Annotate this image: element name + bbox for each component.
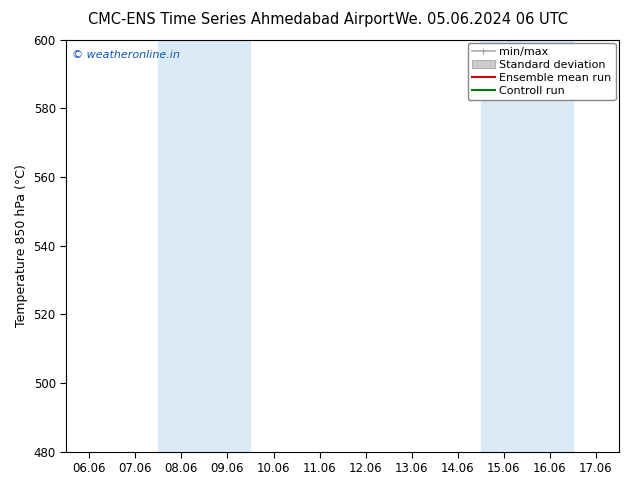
Text: © weatheronline.in: © weatheronline.in (72, 50, 179, 60)
Text: We. 05.06.2024 06 UTC: We. 05.06.2024 06 UTC (396, 12, 568, 27)
Y-axis label: Temperature 850 hPa (°C): Temperature 850 hPa (°C) (15, 164, 28, 327)
Text: CMC-ENS Time Series Ahmedabad Airport: CMC-ENS Time Series Ahmedabad Airport (88, 12, 394, 27)
Bar (158, 40, 250, 452)
Legend: min/max, Standard deviation, Ensemble mean run, Controll run: min/max, Standard deviation, Ensemble me… (468, 43, 616, 100)
Bar (481, 40, 573, 452)
